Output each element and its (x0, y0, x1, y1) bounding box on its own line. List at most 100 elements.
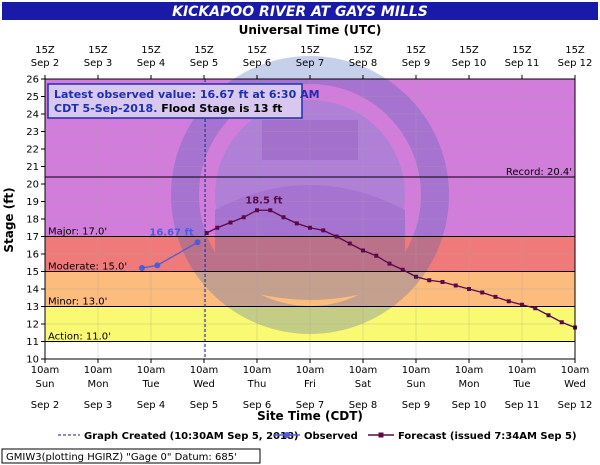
annotation-forecast: 18.5 ft (245, 195, 283, 206)
bottom-tick-label-date: Sep 2 (31, 400, 59, 411)
y-tick-label: 23 (26, 127, 39, 138)
bottom-tick-label-day: Wed (564, 379, 586, 390)
y-tick-label: 18 (26, 215, 39, 226)
top-tick-label-time: 15Z (565, 45, 585, 56)
forecast-point (559, 320, 564, 325)
y-tick-label: 19 (26, 197, 39, 208)
forecast-point (228, 220, 233, 225)
bottom-tick-label-date: Sep 3 (84, 400, 112, 411)
y-tick-label: 16 (26, 250, 39, 261)
bottom-tick-label-day: Sun (35, 379, 54, 390)
top-tick-label-date: Sep 4 (137, 58, 165, 69)
top-tick-label-time: 15Z (141, 45, 161, 56)
forecast-point (308, 225, 312, 230)
forecast-point (268, 208, 273, 213)
observed-point (138, 265, 145, 271)
top-axis-ticks: 15Z Sep 2 15Z Sep 3 15Z Sep 4 15Z Sep 5 15Z Sep 6… (31, 45, 593, 79)
forecast-point (387, 261, 392, 266)
forecast-point (453, 283, 458, 288)
bottom-tick-label-time: 10am (190, 365, 219, 376)
bottom-tick-label-day: Thu (247, 379, 267, 390)
forecast-point (204, 231, 209, 235)
forecast-point (440, 280, 445, 284)
bottom-tick-label-time: 10am (243, 365, 272, 376)
series-layer (138, 208, 577, 330)
threshold-label-moderate: Moderate: 15.0' (48, 262, 127, 273)
forecast-point (400, 267, 405, 272)
legend-forecast: Forecast (issued 7:34AM Sep 5) (398, 431, 577, 442)
info-line-2b: Flood Stage is 13 ft (157, 102, 282, 115)
data-annotations: 16.67 ft 18.5 ft (149, 195, 282, 238)
forecast-point (427, 278, 432, 283)
y-tick-label: 22 (26, 145, 39, 156)
y-tick-label: 24 (26, 110, 39, 121)
y-tick-label: 12 (26, 320, 39, 331)
top-tick-label-date: Sep 9 (402, 58, 430, 69)
bottom-tick-label-date: Sep 12 (558, 400, 593, 411)
top-tick-label-time: 15Z (88, 45, 108, 56)
forecast-point (480, 290, 485, 295)
y-tick-label: 20 (26, 180, 39, 191)
threshold-label-record: Record: 20.4' (506, 167, 572, 178)
annotation-observed: 16.67 ft (149, 227, 193, 238)
bottom-tick-label-time: 10am (349, 365, 378, 376)
bottom-axis-ticks: 10am Sun Sep 2 10am Mon Sep 3 10am Tue Sep 4 10am… (31, 359, 593, 411)
y-tick-label: 14 (26, 285, 39, 296)
latest-value-box: Latest observed value: 16.67 ft at 6:30 … (47, 83, 320, 119)
bottom-tick-label-date: Sep 11 (505, 400, 540, 411)
top-tick-label-time: 15Z (459, 45, 479, 56)
bottom-tick-label-day: Mon (458, 379, 479, 390)
top-tick-label-time: 15Z (247, 45, 267, 56)
top-tick-label-date: Sep 2 (31, 58, 59, 69)
bottom-tick-label-date: Sep 5 (190, 400, 218, 411)
legend-observed-marker (284, 432, 290, 438)
forecast-point (546, 313, 551, 318)
top-tick-label-date: Sep 5 (190, 58, 218, 69)
info-line-2: CDT 5-Sep-2018. Flood Stage is 13 ft (54, 102, 282, 115)
forecast-point (533, 306, 538, 311)
forecast-point (374, 253, 379, 258)
bottom-tick-label-date: Sep 7 (296, 400, 324, 411)
forecast-point (321, 228, 326, 233)
title-bar (2, 2, 598, 20)
bottom-tick-label-time: 10am (296, 365, 325, 376)
chart-title: KICKAPOO RIVER AT GAYS MILLS (172, 4, 428, 20)
footer-text: GMIW3(plotting HGIRZ) "Gage 0" Datum: 68… (6, 452, 237, 463)
top-tick-label-time: 15Z (406, 45, 426, 56)
bottom-tick-label-day: Sun (406, 379, 425, 390)
top-tick-label-date: Sep 12 (558, 58, 593, 69)
bottom-tick-label-time: 10am (31, 365, 60, 376)
forecast-point (281, 215, 286, 220)
top-tick-label-time: 15Z (512, 45, 532, 56)
y-tick-label: 13 (26, 302, 39, 313)
forecast-point (241, 215, 246, 220)
forecast-point (493, 294, 498, 299)
bottom-tick-label-date: Sep 10 (452, 400, 487, 411)
forecast-point (334, 234, 339, 239)
bottom-tick-label-time: 10am (455, 365, 484, 376)
top-tick-label-time: 15Z (353, 45, 373, 56)
observed-point (154, 262, 161, 269)
info-line-2a: CDT 5-Sep-2018. (54, 102, 157, 115)
bottom-axis-title: Site Time (CDT) (257, 409, 363, 423)
y-tick-label: 15 (26, 267, 39, 278)
bottom-tick-label-time: 10am (84, 365, 113, 376)
top-tick-label-time: 15Z (194, 45, 214, 56)
forecast-point (347, 241, 352, 246)
forecast-point (294, 221, 299, 226)
legend: Graph Created (10:30AM Sep 5, 2018) Obse… (58, 431, 577, 442)
threshold-label-action: Action: 11.0' (48, 332, 111, 343)
bottom-tick-label-day: Sat (355, 379, 371, 390)
bottom-tick-label-time: 10am (508, 365, 537, 376)
top-tick-label-date: Sep 8 (349, 58, 377, 69)
y-tick-label: 25 (26, 92, 39, 103)
bottom-tick-label-day: Tue (512, 379, 530, 390)
bottom-tick-label-time: 10am (137, 365, 166, 376)
bottom-tick-label-time: 10am (561, 365, 590, 376)
y-tick-label: 10 (26, 355, 39, 366)
legend-forecast-marker (378, 432, 384, 438)
bottom-tick-label-day: Wed (193, 379, 215, 390)
forecast-point (520, 302, 524, 307)
legend-graph-created: Graph Created (10:30AM Sep 5, 2018) (84, 431, 299, 442)
